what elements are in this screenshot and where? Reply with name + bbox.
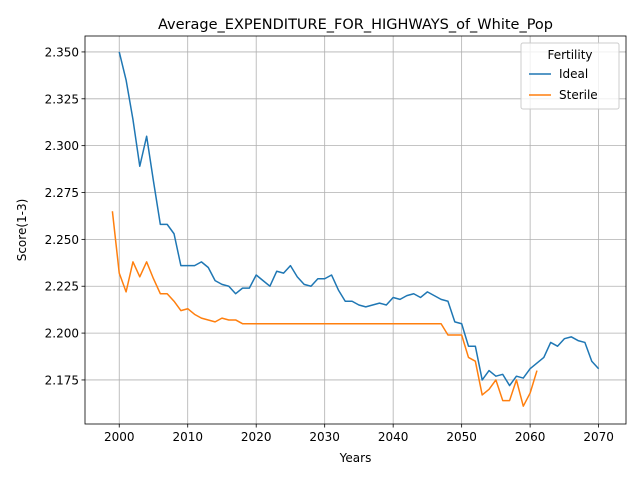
y-tick-label: 2.350: [45, 45, 79, 59]
x-axis-label: Years: [339, 451, 372, 465]
x-tick-label: 2020: [241, 430, 272, 444]
legend: Fertility Ideal Sterile: [520, 42, 620, 110]
chart-title: Average_EXPENDITURE_FOR_HIGHWAYS_of_Whit…: [158, 17, 553, 33]
x-tick-label: 2040: [378, 430, 409, 444]
plot-frame: [84, 35, 627, 425]
x-tick-label: 2070: [583, 430, 614, 444]
y-tick-label: 2.325: [45, 92, 79, 106]
x-tick-label: 2000: [104, 430, 135, 444]
x-tick-label: 2060: [515, 430, 546, 444]
series-layer: [111, 51, 600, 407]
legend-label-ideal: Ideal: [559, 67, 588, 81]
legend-box: [520, 42, 620, 110]
y-tick-label: 2.300: [45, 139, 79, 153]
y-tick-label: 2.175: [45, 373, 79, 387]
y-tick-label: 2.275: [45, 186, 79, 200]
series-line-ideal: [118, 51, 600, 387]
x-tick-label: 2050: [446, 430, 477, 444]
legend-title: Fertility: [547, 48, 592, 62]
y-tick-label: 2.250: [45, 233, 79, 247]
y-tick-label: 2.225: [45, 280, 79, 294]
legend-label-sterile: Sterile: [559, 88, 598, 102]
x-tick-label: 2030: [309, 430, 340, 444]
y-tick-label: 2.200: [45, 327, 79, 341]
x-tick-label: 2010: [172, 430, 203, 444]
axis-ticks: 2000 2010 2020 2030 2040 2050 2060 2070 2.175 2.2…: [45, 45, 614, 444]
y-axis-label: Score(1-3): [15, 199, 29, 262]
series-line-sterile: [111, 211, 538, 407]
